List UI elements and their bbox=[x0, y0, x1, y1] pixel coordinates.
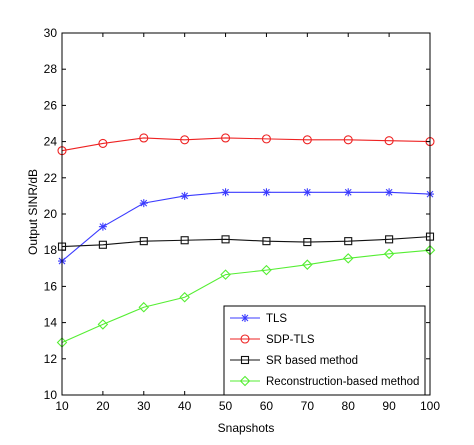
legend-item: SR based method bbox=[230, 355, 358, 367]
data-point bbox=[261, 134, 271, 144]
x-tick-label: 30 bbox=[137, 399, 151, 413]
x-tick-label: 70 bbox=[301, 399, 315, 413]
axes-layer: 10 20 30 40 50 60 70 80 90 100 10 12 14 16 18 20 22 24 26 2… bbox=[44, 26, 441, 413]
data-point bbox=[221, 235, 230, 244]
data-point bbox=[139, 237, 148, 246]
data-point bbox=[383, 248, 395, 260]
y-tick-label: 26 bbox=[44, 98, 58, 112]
series-line bbox=[61, 191, 431, 262]
data-point bbox=[179, 291, 190, 303]
legend-item: SDP-TLS bbox=[230, 334, 315, 346]
data-point bbox=[303, 188, 312, 197]
y-tick-label: 30 bbox=[44, 26, 58, 40]
legend-item: TLS bbox=[230, 313, 287, 325]
data-point bbox=[262, 237, 271, 246]
y-axis-label: Output SINR/dB bbox=[26, 169, 40, 255]
y-tick-label: 14 bbox=[44, 316, 58, 330]
legend-label: SR based method bbox=[266, 355, 358, 367]
data-point bbox=[180, 236, 189, 245]
data-point bbox=[180, 135, 190, 145]
x-tick-label: 100 bbox=[420, 399, 440, 413]
y-tick-label: 10 bbox=[44, 388, 58, 402]
data-point bbox=[138, 301, 150, 313]
x-tick-label: 20 bbox=[96, 399, 110, 413]
legend-marker bbox=[239, 375, 251, 387]
legend: TLS SDP-TLS SR based method Reconstruction-… bbox=[223, 305, 426, 396]
data-point bbox=[98, 138, 108, 148]
data-point bbox=[385, 188, 394, 197]
x-tick-label: 50 bbox=[219, 399, 233, 413]
legend-marker bbox=[241, 314, 249, 322]
data-point bbox=[221, 188, 230, 197]
data-point bbox=[303, 238, 312, 247]
data-point bbox=[302, 135, 312, 145]
x-tick-label: 80 bbox=[342, 399, 356, 413]
data-point bbox=[302, 259, 313, 270]
series-line bbox=[61, 236, 431, 248]
y-tick-label: 12 bbox=[44, 352, 58, 366]
y-tick-label: 24 bbox=[44, 135, 58, 149]
x-axis-label: Snapshots bbox=[218, 421, 275, 435]
data-point bbox=[220, 269, 231, 280]
data-point bbox=[97, 319, 109, 330]
data-point bbox=[98, 222, 107, 231]
data-point bbox=[343, 135, 353, 145]
x-tick-label: 60 bbox=[260, 399, 274, 413]
y-tick-label: 28 bbox=[44, 62, 58, 76]
series-line bbox=[61, 249, 431, 344]
data-point bbox=[261, 264, 272, 276]
y-tick-label: 20 bbox=[44, 207, 58, 221]
data-point bbox=[385, 235, 394, 244]
data-point bbox=[344, 237, 353, 246]
legend-marker bbox=[240, 334, 250, 344]
y-tick-label: 18 bbox=[44, 243, 58, 257]
y-tick-label: 22 bbox=[44, 171, 58, 185]
series-line bbox=[61, 137, 431, 152]
series-layer bbox=[56, 133, 436, 348]
data-point bbox=[139, 199, 148, 208]
data-point bbox=[139, 133, 149, 143]
x-tick-label: 10 bbox=[55, 399, 69, 413]
data-point bbox=[344, 188, 353, 197]
legend-box bbox=[223, 305, 426, 396]
x-tick-label: 40 bbox=[178, 399, 192, 413]
legend-marker bbox=[240, 355, 250, 365]
y-tick-label: 16 bbox=[44, 279, 58, 293]
data-point bbox=[98, 240, 107, 249]
data-point bbox=[262, 188, 271, 197]
data-point bbox=[221, 133, 231, 143]
legend-label: Reconstruction-based method bbox=[266, 376, 419, 388]
data-point bbox=[342, 253, 354, 264]
x-tick-label: 90 bbox=[382, 399, 396, 413]
legend-label: SDP-TLS bbox=[266, 334, 315, 346]
data-point bbox=[180, 191, 189, 200]
data-point bbox=[384, 136, 394, 146]
legend-label: TLS bbox=[266, 313, 287, 325]
legend-item: Reconstruction-based method bbox=[230, 375, 419, 388]
